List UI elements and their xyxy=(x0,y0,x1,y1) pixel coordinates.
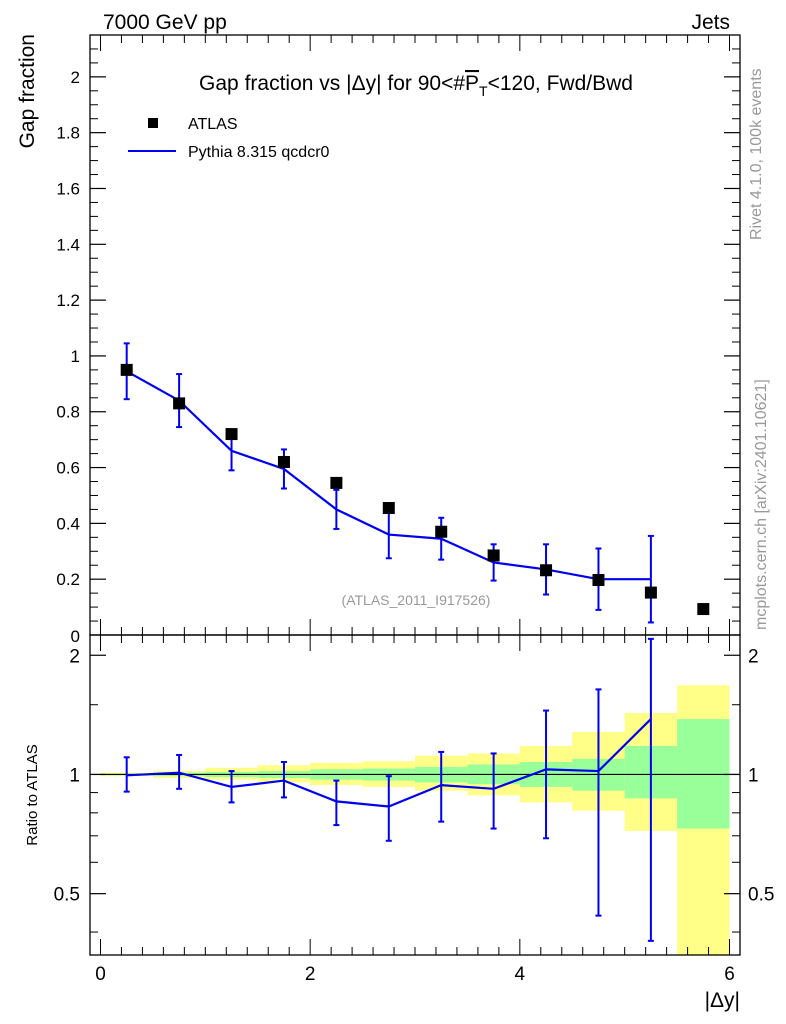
mc-line xyxy=(126,370,651,581)
process-label: Jets xyxy=(691,11,730,34)
main-y-axis-label: Gap fraction xyxy=(16,34,39,148)
main-y-tick-label: 0.2 xyxy=(56,570,80,589)
ratio-ticks: 0.5 0.5 1 1 2 2 0 2 4 6 xyxy=(54,635,774,985)
mcplots-label: mcplots.cern.ch [arXiv:2401.10621] xyxy=(753,379,770,630)
ratio-band-inner xyxy=(677,719,730,829)
rivet-label: Rivet 4.1.0, 100k events xyxy=(748,68,765,240)
x-axis-label: |Δy| xyxy=(705,989,740,1012)
main-y-tick-label: 1.4 xyxy=(56,235,80,254)
main-y-tick-label: 0.4 xyxy=(56,514,80,533)
x-tick-label: 6 xyxy=(724,964,735,985)
main-title-p: P xyxy=(465,72,479,95)
legend-label-mc: Pythia 8.315 qcdcr0 xyxy=(188,144,330,161)
energy-label: 7000 GeV pp xyxy=(103,11,227,34)
data-point xyxy=(173,397,186,410)
ratio-plot-content xyxy=(90,637,740,955)
x-tick-label: 2 xyxy=(305,964,316,985)
main-y-tick-label: 2 xyxy=(71,68,80,87)
legend-label-atlas: ATLAS xyxy=(188,116,238,133)
data-point xyxy=(225,428,238,441)
ratio-clipped-group xyxy=(90,637,740,955)
main-y-tick-label: 1.6 xyxy=(56,179,80,198)
analysis-label: (ATLAS_2011_I917526) xyxy=(342,592,491,608)
ratio-y-tick-label: 2 xyxy=(69,646,80,667)
data-point xyxy=(697,603,710,616)
main-y-tick-label: 1 xyxy=(71,347,80,366)
data-point xyxy=(644,586,657,599)
main-title: Gap fraction vs |Δy| for 90<#PT<120, Fwd… xyxy=(199,72,633,99)
main-title-sub: T xyxy=(479,83,488,99)
ratio-y-tick-label: 1 xyxy=(69,765,80,786)
main-panel: 0.2 0.4 0.6 0.8 1 1.2 1.4 1.6 1.8 2 Gap fraction … xyxy=(16,34,741,646)
ratio-y-tick-label-right: 2 xyxy=(748,646,759,667)
data-point xyxy=(487,549,500,562)
main-y-tick-label: 0.8 xyxy=(56,403,80,422)
main-y-tick-label: 1.2 xyxy=(56,291,80,310)
ratio-frame xyxy=(89,634,741,956)
data-point xyxy=(330,476,343,489)
ratio-panel: 0.5 0.5 1 1 2 2 0 2 4 6 Ratio to ATLAS |Δy| xyxy=(24,634,774,1012)
legend-marker-atlas xyxy=(148,118,158,128)
data-point xyxy=(435,525,448,538)
ratio-y-tick-label-right: 0.5 xyxy=(748,885,774,906)
main-title-suffix: <120, Fwd/Bwd xyxy=(488,72,633,95)
data-point xyxy=(592,574,605,587)
main-title-prefix: Gap fraction vs |Δy| for 90<# xyxy=(199,72,465,95)
main-y-ticks: 0.2 0.4 0.6 0.8 1 1.2 1.4 1.6 1.8 2 xyxy=(56,48,740,622)
ratio-y-axis-label: Ratio to ATLAS xyxy=(24,744,41,845)
ratio-y-tick-label-right: 1 xyxy=(748,765,759,786)
main-plot-content xyxy=(120,342,710,624)
ratio-y-tick-label: 0.5 xyxy=(54,885,80,906)
legend: ATLAS Pythia 8.315 qcdcr0 xyxy=(128,116,330,161)
x-tick-label: 0 xyxy=(95,964,106,985)
data-point xyxy=(540,564,553,577)
main-y-tick-label: 1.8 xyxy=(56,124,80,143)
ratio-line xyxy=(126,718,652,808)
data-point xyxy=(120,363,133,376)
x-tick-label: 4 xyxy=(515,964,526,985)
main-y-tick-label-0: 0 xyxy=(71,627,80,646)
data-point xyxy=(277,455,290,468)
main-y-tick-label: 0.6 xyxy=(56,459,80,478)
data-point xyxy=(382,502,395,515)
main-x-ticks xyxy=(99,35,731,635)
